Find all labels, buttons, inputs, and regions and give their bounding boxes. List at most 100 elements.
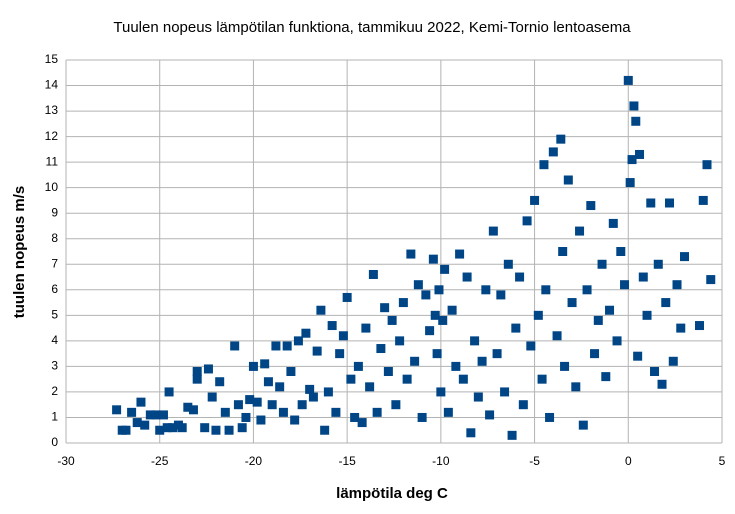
point <box>434 285 444 295</box>
point <box>406 249 416 259</box>
point <box>220 407 230 417</box>
point <box>657 379 667 389</box>
point <box>245 395 255 405</box>
point <box>635 149 645 159</box>
point <box>575 226 585 236</box>
point <box>558 247 568 256</box>
point <box>183 402 193 412</box>
point <box>297 400 307 410</box>
point <box>680 252 690 262</box>
point <box>342 292 352 302</box>
point <box>631 116 641 126</box>
point <box>140 420 150 430</box>
point <box>629 101 639 111</box>
point <box>590 349 600 359</box>
point <box>425 326 435 336</box>
point <box>593 315 603 325</box>
point <box>612 336 622 346</box>
point <box>286 367 296 377</box>
x-tick-label: -20 <box>245 454 263 468</box>
point <box>164 387 174 397</box>
point <box>545 412 555 422</box>
point <box>706 275 716 285</box>
point <box>350 412 360 422</box>
point <box>293 336 303 346</box>
point <box>365 382 375 392</box>
x-tick-label: -5 <box>529 454 540 468</box>
point <box>627 155 637 165</box>
point <box>676 323 686 333</box>
point <box>305 384 315 394</box>
point <box>192 374 202 384</box>
point <box>290 415 300 425</box>
point <box>695 321 705 331</box>
point <box>327 321 337 331</box>
y-tick-label: 14 <box>45 78 59 92</box>
point <box>395 336 405 346</box>
point <box>473 392 483 402</box>
y-tick-label: 7 <box>51 256 58 270</box>
point <box>563 175 573 185</box>
point <box>132 418 142 428</box>
point <box>121 425 131 435</box>
point <box>203 364 213 374</box>
point <box>275 382 285 392</box>
point <box>623 75 633 85</box>
point <box>413 280 423 290</box>
point <box>155 425 165 435</box>
point <box>260 359 270 369</box>
point <box>361 323 371 333</box>
point <box>151 410 161 420</box>
point <box>376 344 386 354</box>
y-tick-label: 8 <box>51 231 58 245</box>
point <box>380 303 390 313</box>
point <box>323 387 333 397</box>
point <box>661 298 671 308</box>
point <box>421 290 431 300</box>
y-tick-label: 15 <box>45 52 59 66</box>
point <box>436 387 446 397</box>
point <box>398 298 408 308</box>
y-tick-label: 10 <box>45 180 59 194</box>
y-tick-label: 4 <box>51 333 58 347</box>
y-tick-label: 13 <box>45 103 59 117</box>
point <box>267 400 277 410</box>
point <box>263 377 273 387</box>
point <box>650 367 660 377</box>
point <box>230 341 240 351</box>
point <box>112 405 122 415</box>
y-tick-label: 1 <box>51 410 58 424</box>
point <box>301 328 311 338</box>
point <box>200 423 210 433</box>
point <box>668 356 678 366</box>
point <box>168 423 178 433</box>
point <box>625 178 635 188</box>
point <box>357 418 367 428</box>
point <box>503 259 513 269</box>
point <box>496 290 506 300</box>
point <box>451 361 461 371</box>
y-tick-label: 12 <box>45 129 59 143</box>
y-tick-label: 6 <box>51 282 58 296</box>
point <box>653 259 663 269</box>
y-tick-label: 9 <box>51 205 58 219</box>
point <box>383 367 393 377</box>
point <box>162 423 172 433</box>
point <box>466 428 476 438</box>
point <box>537 374 547 384</box>
point <box>642 310 652 320</box>
point <box>440 264 450 274</box>
point <box>552 331 562 341</box>
x-tick-label: -30 <box>57 454 75 468</box>
point <box>507 430 517 440</box>
y-axis-title: tuulen nopeus m/s <box>11 186 28 319</box>
point <box>432 349 442 359</box>
point <box>207 392 217 402</box>
point <box>256 415 266 425</box>
point <box>620 280 630 290</box>
x-tick-label: 0 <box>625 454 632 468</box>
point <box>578 420 588 430</box>
point <box>368 269 378 279</box>
point <box>278 407 288 417</box>
point <box>518 400 528 410</box>
